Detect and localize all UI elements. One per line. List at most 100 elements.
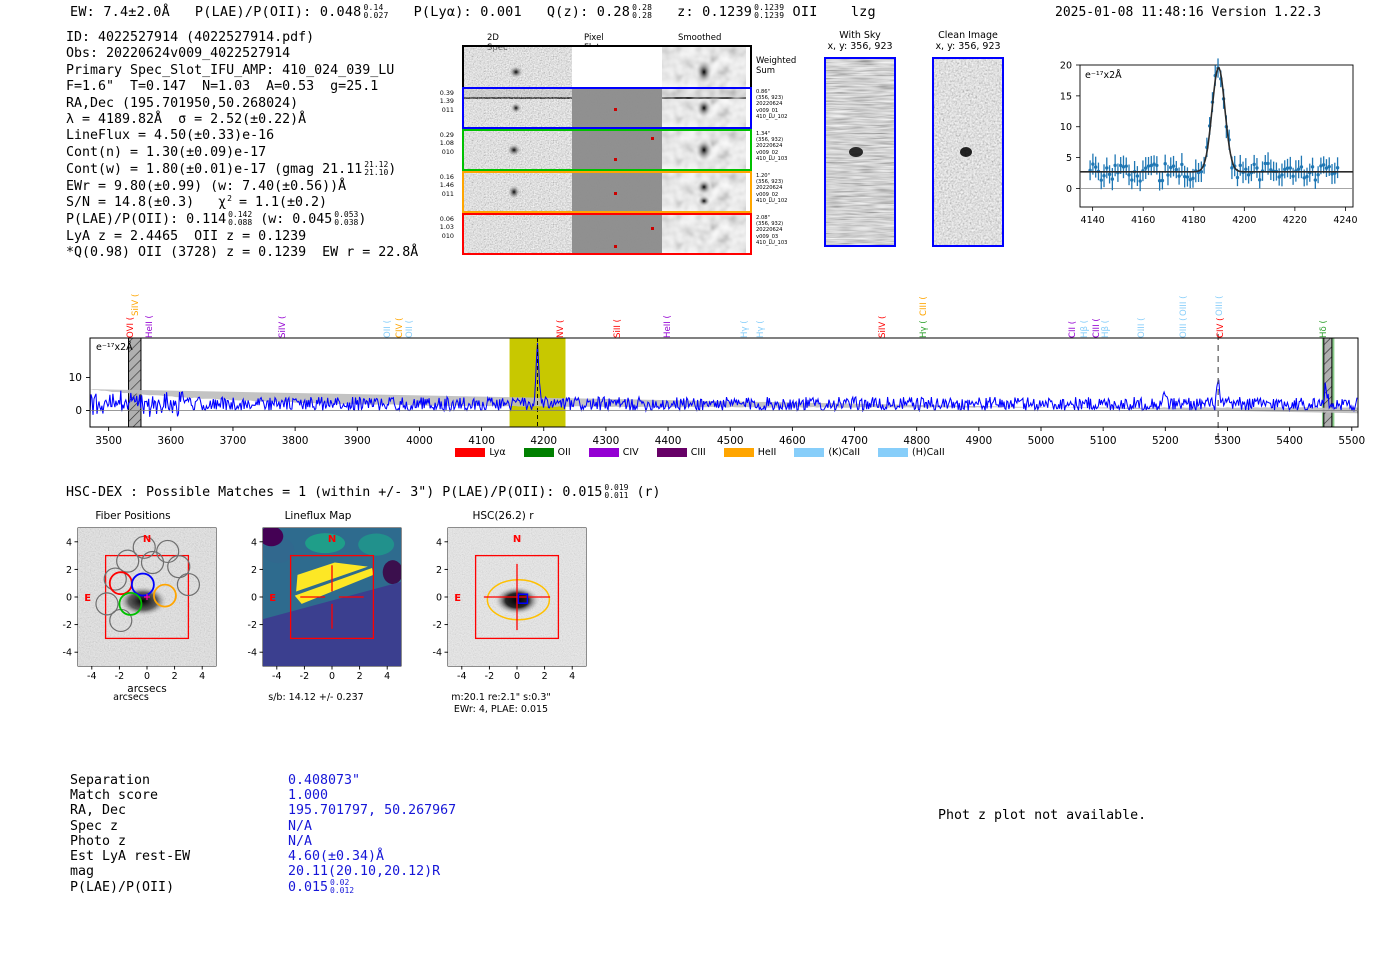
svg-text:-4: -4 <box>272 671 281 682</box>
svg-text:-4: -4 <box>248 648 257 659</box>
svg-text:4180: 4180 <box>1182 215 1206 226</box>
svg-text:0: 0 <box>1066 184 1072 195</box>
svg-text:-2: -2 <box>485 671 494 682</box>
line-id-label: HeII ( <box>663 315 674 338</box>
svg-text:0: 0 <box>436 593 442 604</box>
svg-text:3800: 3800 <box>282 435 309 447</box>
row-value: 1.000 <box>288 788 329 804</box>
legend-swatch <box>878 448 909 457</box>
svg-text:5500: 5500 <box>1338 435 1365 447</box>
svg-text:-4: -4 <box>457 671 466 682</box>
svg-text:4700: 4700 <box>841 435 868 447</box>
legend-label: (H)CaII <box>912 447 945 458</box>
column-title-smoothed: Smoothed <box>678 33 722 43</box>
row-key: P(LAE)/P(OII) <box>70 880 175 896</box>
hsc-r-panel: HSC(26.2) r -4 -4 -2 -2 0 0 2 2 4 4 N E m:20.1 re:2… <box>418 510 603 715</box>
line-id-label: Hδ ( <box>1318 320 1329 338</box>
row-value: 195.701797, 50.267967 <box>288 803 457 819</box>
table-row: Separation 0.408073" <box>70 773 456 788</box>
with-sky-coords: x, y: 356, 923 <box>827 41 893 52</box>
svg-text:10: 10 <box>69 372 82 384</box>
legend-item: (K)CaII <box>794 447 860 458</box>
z-label: z: <box>677 4 694 20</box>
table-row: Match score 1.000 <box>70 788 456 803</box>
clean-image-title: Clean Image <box>938 30 998 41</box>
line-id-label: NV ( <box>556 319 567 338</box>
row-value: 20.11(20.10,20.12)R <box>288 864 441 880</box>
line-id-label: CIV ( <box>1216 317 1227 339</box>
line-id-label: SiIV ( <box>878 315 889 338</box>
line-id-label: OII ( <box>405 320 416 338</box>
svg-text:5000: 5000 <box>1028 435 1055 447</box>
table-row: Spec z N/A <box>70 819 456 834</box>
fiber-row-info: 1.20" (356, 923) 20220624 v009_02 410_LU… <box>756 173 788 204</box>
row-key: mag <box>70 864 95 880</box>
legend-item: (H)CaII <box>878 447 945 458</box>
line-id-label: OII ( <box>383 320 394 338</box>
table-row: RA, Dec 195.701797, 50.267967 <box>70 803 456 818</box>
lineflux-map-caption: s/b: 14.12 +/- 0.237 <box>268 692 364 703</box>
svg-text:3900: 3900 <box>344 435 371 447</box>
svg-text:4: 4 <box>66 537 72 548</box>
info-sn-chi2: S/N = 14.8(±0.3) χ2 = 1.1(±0.2) <box>66 194 328 211</box>
svg-text:4200: 4200 <box>530 435 557 447</box>
row-key: Est LyA rest-EW <box>70 849 191 865</box>
line-id-label: OVI ( <box>126 316 137 338</box>
row-key: Spec z <box>70 818 119 834</box>
legend-swatch <box>656 448 687 457</box>
info-id: ID: 4022527914 (4022527914.pdf) <box>66 30 315 45</box>
legend-item: Lyα <box>455 447 506 458</box>
info-cont-n: Cont(n) = 1.30(±0.09)e-17 <box>66 144 267 160</box>
info-radec: RA,Dec (195.701950,50.268024) <box>66 95 299 111</box>
svg-text:-4: -4 <box>87 671 96 682</box>
table-row: Photo z N/A <box>70 834 456 849</box>
ew-value: 7.4±2.0Å <box>103 4 170 20</box>
line-id-label: Hγ ( <box>739 320 750 338</box>
svg-text:10: 10 <box>1060 122 1072 133</box>
ew-label: EW: <box>70 4 95 20</box>
svg-text:0: 0 <box>75 405 82 417</box>
info-lineflux: LineFlux = 4.50(±0.33)e-16 <box>66 128 275 144</box>
line-id-label: HeII ( <box>144 315 155 338</box>
svg-text:2: 2 <box>172 671 178 682</box>
row-key: Match score <box>70 788 159 804</box>
line-id-label: CII ( <box>1068 320 1079 338</box>
legend-item: CIII <box>656 447 706 458</box>
svg-text:e⁻¹⁷x2Å: e⁻¹⁷x2Å <box>96 341 133 353</box>
svg-text:E: E <box>84 593 91 604</box>
svg-text:4: 4 <box>251 537 257 548</box>
svg-text:5200: 5200 <box>1152 435 1179 447</box>
svg-text:3600: 3600 <box>157 435 184 447</box>
timestamp-version: 2025-01-08 11:48:16 Version 1.22.3 <box>1055 5 1322 20</box>
row-value: 4.60(±0.34)Å <box>288 849 385 865</box>
classification-flag: lzg <box>850 4 876 20</box>
legend-label: CIV <box>622 447 639 458</box>
svg-text:15: 15 <box>1060 91 1072 102</box>
svg-text:4800: 4800 <box>903 435 930 447</box>
photz-note: Phot z plot not available. <box>938 808 1147 823</box>
line-id-label: Hγ ( <box>756 320 767 338</box>
svg-text:4160: 4160 <box>1131 215 1155 226</box>
line-id-label: OIII ( <box>1136 317 1147 338</box>
line-id-label: CIV ( <box>394 317 405 339</box>
header-summary-line: EW: 7.4±2.0Å P(LAE)/P(OII): 0.048 0.14 0.0… <box>70 3 876 21</box>
row-value: 0.015 <box>288 880 329 896</box>
svg-text:4240: 4240 <box>1333 215 1357 226</box>
qz-value: 0.28 <box>596 4 631 20</box>
z-range: 0.1239 0.1239 <box>754 3 785 20</box>
legend-item: OII <box>523 447 571 458</box>
plae-range: 0.14 0.027 <box>363 3 389 20</box>
svg-text:4140: 4140 <box>1081 215 1105 226</box>
svg-text:3700: 3700 <box>220 435 247 447</box>
plae-value: 0.048 <box>319 4 362 20</box>
svg-text:4400: 4400 <box>655 435 682 447</box>
svg-text:0: 0 <box>251 593 257 604</box>
line-id-label: SiIV ( <box>277 315 288 338</box>
svg-text:4500: 4500 <box>717 435 744 447</box>
with-sky-title: With Sky <box>839 30 881 41</box>
svg-text:E: E <box>269 593 276 604</box>
hsc-filter: (r) <box>636 485 661 500</box>
legend-label: Lyα <box>489 447 506 458</box>
legend-item: CIV <box>588 447 639 458</box>
row-key: Photo z <box>70 833 127 849</box>
